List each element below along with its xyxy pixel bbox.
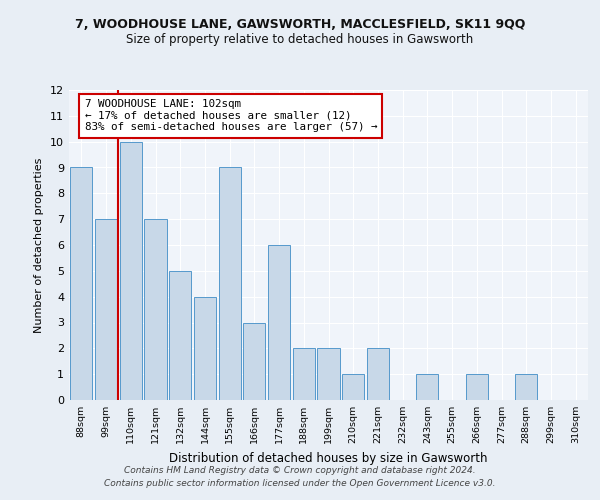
Bar <box>145 219 167 400</box>
Bar <box>416 374 439 400</box>
Bar <box>317 348 340 400</box>
Bar <box>119 142 142 400</box>
Bar <box>169 271 191 400</box>
Y-axis label: Number of detached properties: Number of detached properties <box>34 158 44 332</box>
Bar <box>342 374 364 400</box>
Bar <box>95 219 117 400</box>
Bar <box>466 374 488 400</box>
Bar <box>515 374 538 400</box>
Bar <box>243 322 265 400</box>
Text: Contains HM Land Registry data © Crown copyright and database right 2024.
Contai: Contains HM Land Registry data © Crown c… <box>104 466 496 487</box>
Bar <box>268 245 290 400</box>
Bar <box>70 168 92 400</box>
Bar <box>367 348 389 400</box>
Bar <box>194 296 216 400</box>
Bar <box>218 168 241 400</box>
X-axis label: Distribution of detached houses by size in Gawsworth: Distribution of detached houses by size … <box>169 452 488 464</box>
Text: 7 WOODHOUSE LANE: 102sqm
← 17% of detached houses are smaller (12)
83% of semi-d: 7 WOODHOUSE LANE: 102sqm ← 17% of detach… <box>85 100 377 132</box>
Text: 7, WOODHOUSE LANE, GAWSWORTH, MACCLESFIELD, SK11 9QQ: 7, WOODHOUSE LANE, GAWSWORTH, MACCLESFIE… <box>75 18 525 30</box>
Bar <box>293 348 315 400</box>
Text: Size of property relative to detached houses in Gawsworth: Size of property relative to detached ho… <box>127 32 473 46</box>
